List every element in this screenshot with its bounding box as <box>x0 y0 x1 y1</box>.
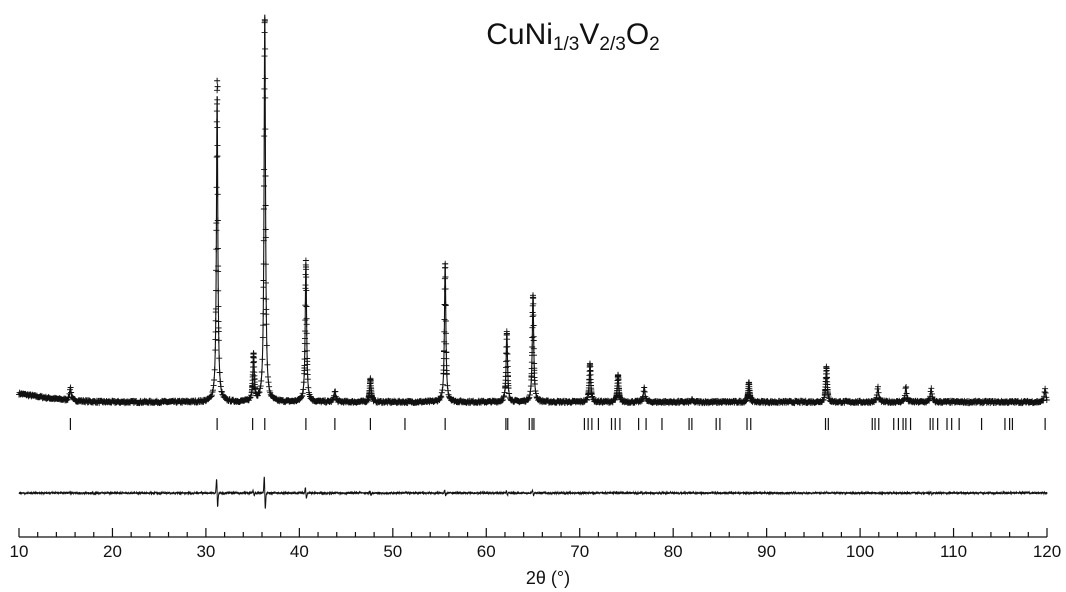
calculated-line <box>18 14 1048 403</box>
x-tick-label: 20 <box>103 542 122 561</box>
x-tick-label: 120 <box>1033 542 1061 561</box>
x-tick-label: 30 <box>196 542 215 561</box>
observed-markers <box>16 16 1050 407</box>
x-tick-label: 60 <box>477 542 496 561</box>
x-tick-label: 100 <box>846 542 874 561</box>
x-tick-label: 40 <box>290 542 309 561</box>
x-tick-label: 10 <box>10 542 29 561</box>
x-tick-label: 110 <box>940 542 967 561</box>
x-axis: 10 20 30 40 50 60 70 80 90 100 110 120 <box>10 528 1061 561</box>
x-tick-label: 80 <box>664 542 683 561</box>
calculated-series <box>18 14 1048 403</box>
observed-series <box>16 16 1050 407</box>
x-tick-label: 50 <box>383 542 402 561</box>
x-tick-label: 90 <box>757 542 776 561</box>
difference-line <box>18 476 1048 509</box>
x-tick-label: 70 <box>570 542 589 561</box>
difference-series <box>18 476 1048 509</box>
observed-peak-marker <box>214 83 221 90</box>
chart-title: CuNi1/3V2/3O2 <box>486 18 660 55</box>
observed-peak-marker <box>214 77 221 84</box>
bragg-markers <box>69 418 1046 430</box>
x-axis-label: 2θ (°) <box>525 568 571 588</box>
